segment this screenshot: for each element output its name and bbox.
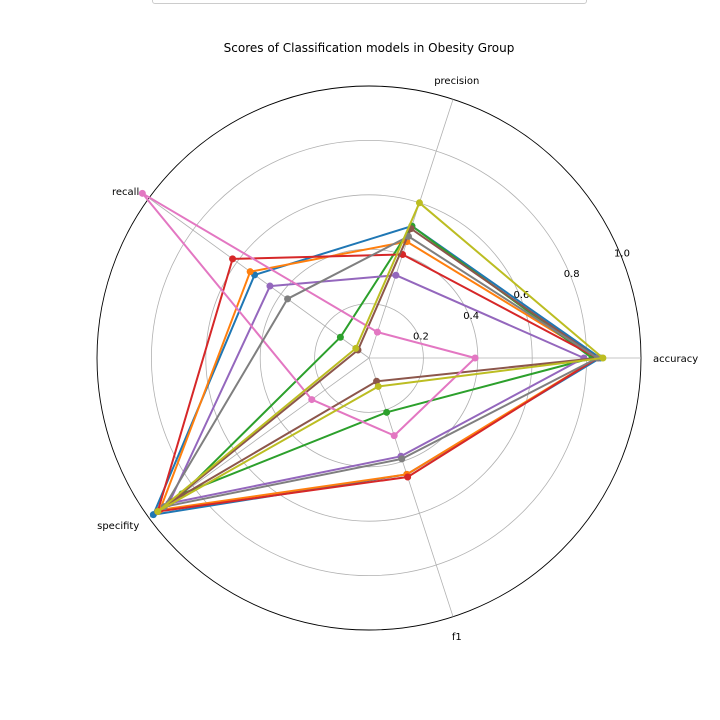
series-7-point-f1 xyxy=(398,455,406,463)
series-7-point-recall xyxy=(284,295,292,303)
series-2-point-f1 xyxy=(383,408,391,416)
legend-box xyxy=(152,0,587,4)
axis-label-f1: f1 xyxy=(452,632,462,643)
axis-label-specifity: specifity xyxy=(97,521,139,532)
axis-label-precision: precision xyxy=(434,76,479,87)
series-8-point-recall xyxy=(352,344,360,352)
series-4-point-precision xyxy=(392,271,400,279)
series-layer xyxy=(138,189,607,519)
axis-label-accuracy: accuracy xyxy=(653,354,698,365)
series-8-point-precision xyxy=(415,199,423,207)
tick-label-0.8: 0.8 xyxy=(564,269,580,280)
series-6 xyxy=(138,189,479,440)
series-2 xyxy=(178,222,596,498)
series-line-2 xyxy=(181,225,593,495)
series-line-5 xyxy=(170,227,599,503)
tick-label-0.4: 0.4 xyxy=(463,311,479,322)
series-6-point-recall xyxy=(138,189,146,197)
tick-label-0.6: 0.6 xyxy=(514,290,530,301)
series-line-3 xyxy=(156,253,599,513)
tick-label-0.2: 0.2 xyxy=(413,332,429,343)
spoke-recall xyxy=(148,197,370,359)
axis-labels: accuracy precision recall specifity f1 xyxy=(97,76,698,643)
series-line-6 xyxy=(141,192,477,437)
series-3-point-recall xyxy=(229,255,237,263)
series-6-point-f1 xyxy=(390,432,398,440)
series-4-point-recall xyxy=(266,282,274,290)
series-line-0 xyxy=(152,225,602,516)
series-6-point-specifity xyxy=(308,396,316,404)
series-8-point-specifity xyxy=(154,507,162,515)
radial-tick-labels: 0.2 0.4 0.6 0.8 1.0 xyxy=(413,248,630,342)
series-line-1 xyxy=(159,240,599,511)
series-8-point-f1 xyxy=(374,382,382,390)
series-6-point-precision xyxy=(373,328,381,336)
spoke-f1 xyxy=(368,357,454,617)
series-line-7 xyxy=(163,235,599,508)
series-7-point-precision xyxy=(405,232,413,240)
series-8-point-accuracy xyxy=(599,354,607,362)
series-3-point-f1 xyxy=(404,473,412,481)
series-line-4 xyxy=(167,274,585,505)
series-2-point-recall xyxy=(336,333,344,341)
series-6-point-accuracy xyxy=(471,354,479,362)
axis-label-recall: recall xyxy=(112,187,139,198)
chart-title: Scores of Classification models in Obesi… xyxy=(224,41,515,55)
series-1-point-recall xyxy=(246,268,254,276)
series-line-8 xyxy=(156,201,604,513)
polar-grid xyxy=(96,85,642,631)
series-8 xyxy=(154,199,607,515)
tick-label-1.0: 1.0 xyxy=(614,248,630,259)
